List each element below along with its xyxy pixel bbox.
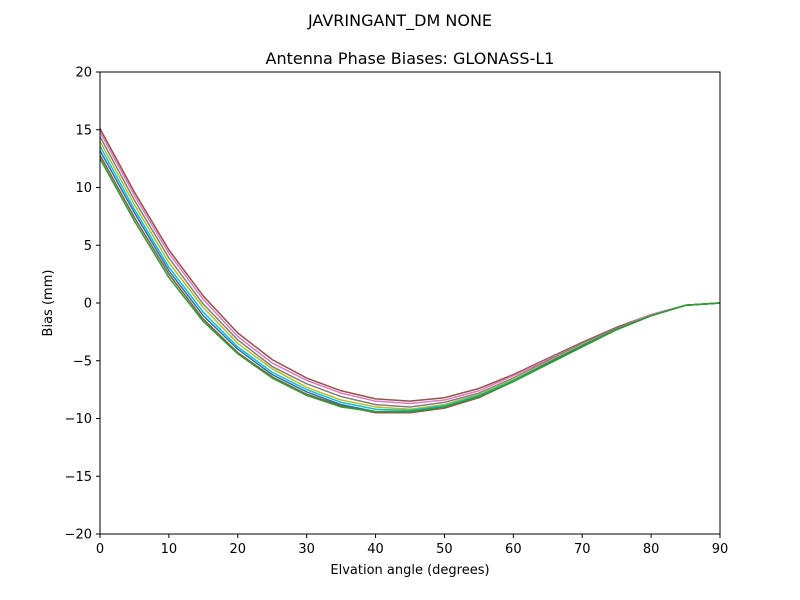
series-line-1 (99, 128, 721, 402)
x-tick-label: 30 (298, 542, 315, 557)
series-line-8 (99, 158, 721, 413)
series-line-3 (99, 136, 721, 408)
chart-title: Antenna Phase Biases: GLONASS-L1 (266, 49, 555, 68)
y-tick-label: 15 (75, 123, 92, 138)
y-tick-label: −20 (65, 528, 92, 543)
y-tick-label: 0 (84, 297, 92, 312)
x-tick-label: 20 (230, 542, 247, 557)
y-tick-label: −5 (73, 354, 92, 369)
figure-suptitle: JAVRINGANT_DM NONE (307, 11, 492, 31)
x-tick-label: 50 (436, 542, 453, 557)
y-axis: −20 −15 −10 −5 0 5 10 15 20 (65, 66, 100, 543)
x-tick-label: 70 (574, 542, 591, 557)
x-axis: 0 10 20 30 40 50 60 70 80 90 (96, 534, 728, 557)
series-layer (99, 128, 721, 414)
y-tick-label: −10 (65, 412, 92, 427)
x-tick-label: 0 (96, 542, 104, 557)
y-tick-label: 20 (75, 66, 92, 81)
x-tick-label: 10 (161, 542, 178, 557)
x-tick-label: 90 (712, 542, 729, 557)
y-tick-label: 10 (75, 181, 92, 196)
y-tick-label: −15 (65, 470, 92, 485)
x-tick-label: 40 (367, 542, 384, 557)
y-axis-label: Bias (mm) (41, 270, 56, 337)
x-axis-label: Elvation angle (degrees) (330, 563, 489, 578)
y-tick-label: 5 (84, 239, 92, 254)
x-tick-label: 80 (643, 542, 660, 557)
x-tick-label: 60 (505, 542, 522, 557)
